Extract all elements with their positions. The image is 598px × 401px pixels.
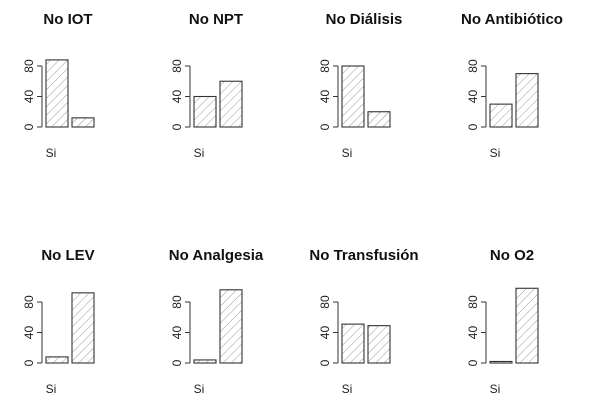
bar-si: [489, 103, 513, 128]
y-tick-label: 80: [22, 59, 36, 73]
bar-no: [367, 325, 391, 364]
chart-title: No Diálisis: [326, 11, 403, 28]
y-tick-label: 0: [170, 359, 184, 366]
bar-si: [341, 65, 365, 128]
y-tick-label: 40: [318, 90, 332, 104]
chart-title: No Transfusión: [309, 247, 418, 264]
x-tick-label: Si: [194, 382, 205, 396]
y-tick-label: 80: [170, 295, 184, 309]
bar-si: [193, 359, 217, 364]
y-tick-label: 0: [466, 123, 480, 130]
x-tick-label: Si: [46, 146, 57, 160]
bar-si: [193, 95, 217, 128]
y-tick-label: 0: [318, 359, 332, 366]
y-tick-label: 0: [318, 123, 332, 130]
bar-no: [219, 289, 243, 364]
chart-title: No LEV: [41, 247, 94, 264]
chart-panel: No NPT 0 40 80 Si: [170, 11, 243, 160]
y-tick-label: 0: [22, 123, 36, 130]
chart-panel: No O2 0 40 80 Si: [466, 247, 539, 396]
y-tick-label: 80: [466, 59, 480, 73]
chart-panel: No IOT 0 40 80 Si: [22, 11, 95, 160]
chart-title: No NPT: [189, 11, 243, 28]
x-tick-label: Si: [342, 382, 353, 396]
y-tick-label: 40: [22, 90, 36, 104]
bar-no: [71, 117, 95, 128]
y-tick-label: 40: [318, 326, 332, 340]
bar-si: [341, 323, 365, 364]
y-tick-label: 80: [318, 295, 332, 309]
bar-si: [45, 59, 69, 128]
y-tick-label: 0: [22, 359, 36, 366]
chart-panel: No LEV 0 40 80 Si: [22, 247, 95, 396]
bar-no: [515, 73, 539, 128]
bar-no: [515, 287, 539, 364]
chart-panel: No Diálisis 0 40 80 Si: [318, 11, 402, 160]
x-tick-label: Si: [490, 146, 501, 160]
y-tick-label: 80: [22, 295, 36, 309]
bar-si: [489, 360, 513, 364]
bar-no: [219, 80, 243, 128]
x-tick-label: Si: [46, 382, 57, 396]
chart-title: No IOT: [43, 11, 92, 28]
x-tick-label: Si: [490, 382, 501, 396]
y-tick-label: 40: [466, 326, 480, 340]
y-tick-label: 80: [170, 59, 184, 73]
chart-panel: No Transfusión 0 40 80 Si: [309, 247, 418, 396]
chart-panel: No Analgesia 0 40 80 Si: [169, 247, 264, 396]
chart-title: No O2: [490, 247, 534, 264]
x-tick-label: Si: [342, 146, 353, 160]
y-tick-label: 0: [466, 359, 480, 366]
bar-no: [71, 292, 95, 364]
y-tick-label: 40: [22, 326, 36, 340]
x-tick-label: Si: [194, 146, 205, 160]
chart-title: No Analgesia: [169, 247, 264, 264]
chart-panel: No Antibiótico 0 40 80 Si: [461, 11, 563, 160]
y-tick-label: 80: [466, 295, 480, 309]
bar-no: [367, 111, 391, 128]
chart-title: No Antibiótico: [461, 11, 563, 28]
y-tick-label: 40: [466, 90, 480, 104]
y-tick-label: 0: [170, 123, 184, 130]
y-tick-label: 40: [170, 90, 184, 104]
y-tick-label: 80: [318, 59, 332, 73]
bar-si: [45, 356, 69, 364]
y-tick-label: 40: [170, 326, 184, 340]
